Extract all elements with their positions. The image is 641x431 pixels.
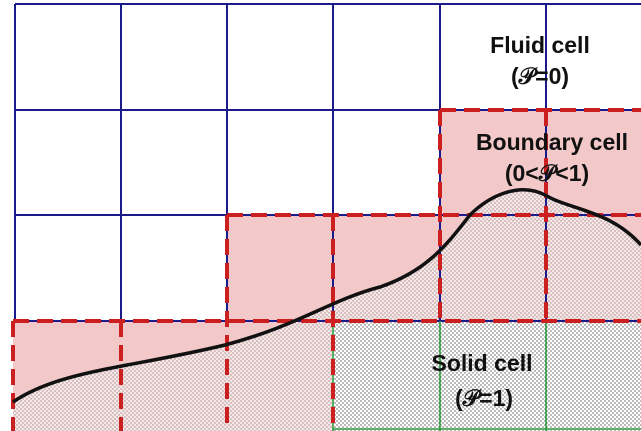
solid-surface-curve <box>12 188 641 404</box>
boundary-cell-title: Boundary cell <box>476 129 628 155</box>
boundary-cell-condition: (0<𝒫<1) <box>505 160 589 186</box>
boundary-outlines <box>11 108 641 431</box>
solid-cell-condition: (𝒫=1) <box>455 385 513 411</box>
solid-cell-title: Solid cell <box>432 350 533 376</box>
fluid-cell-condition: (𝒫=0) <box>511 63 569 89</box>
fluid-cell-title: Fluid cell <box>490 32 590 58</box>
